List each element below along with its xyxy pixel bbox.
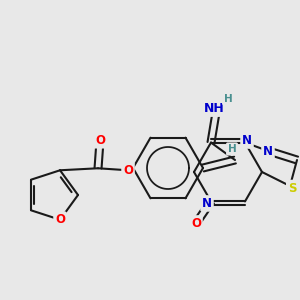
Text: O: O [123, 164, 133, 177]
Text: O: O [95, 134, 105, 147]
Text: N: N [202, 197, 212, 210]
Text: O: O [191, 217, 201, 230]
Text: O: O [55, 213, 65, 226]
Text: S: S [288, 182, 296, 194]
Text: N: N [242, 134, 252, 147]
Text: H: H [228, 144, 236, 154]
Text: H: H [224, 94, 232, 103]
Text: N: N [263, 145, 273, 158]
Text: NH: NH [204, 102, 224, 115]
